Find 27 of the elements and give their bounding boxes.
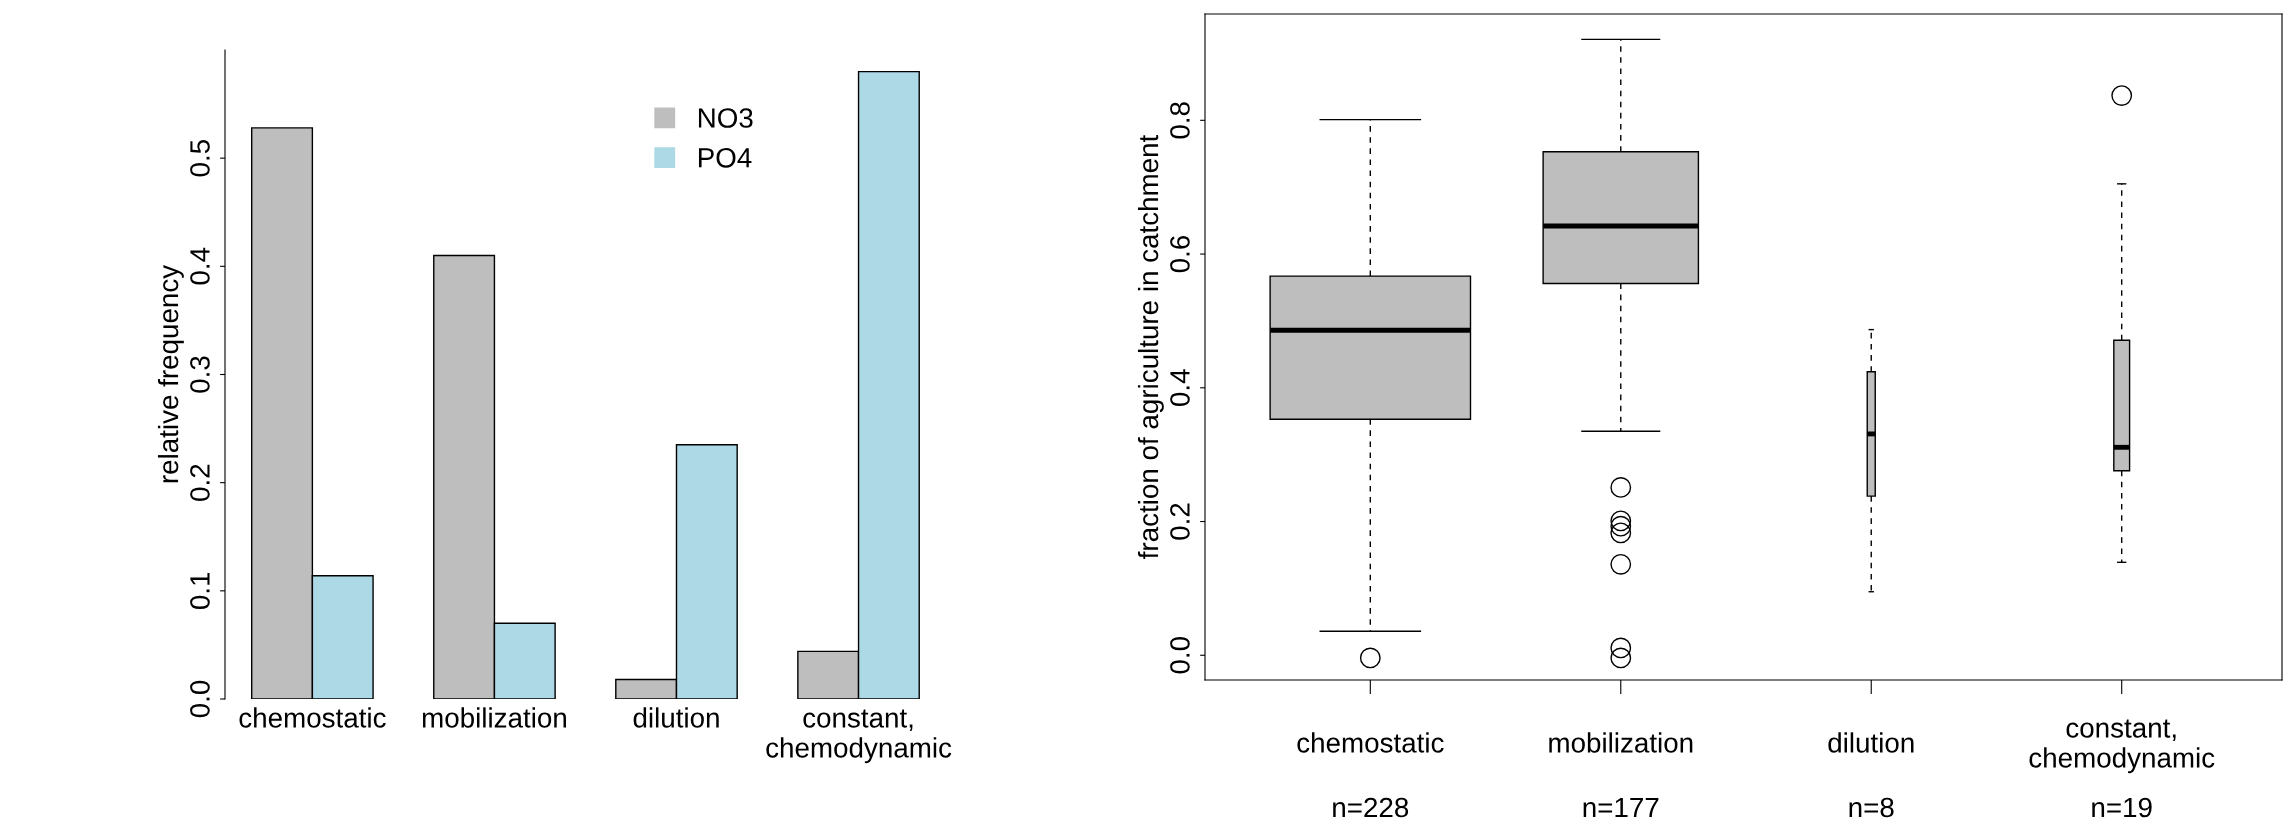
y-axis-title: relative frequency [157,264,184,483]
y-tick-label: 0.4 [1170,369,1190,407]
legend-label: PO4 [698,147,752,168]
legend-label: NO3 [698,108,753,128]
x-tick-label: mobilization [422,707,566,728]
y-tick-label: 0.2 [1170,503,1190,540]
text: n=177 [1583,797,1659,818]
x-tick-label: chemostatic [1297,732,1444,753]
y-tick-label: 0.8 [1170,102,1190,139]
y-tick-label: 0.4 [190,247,210,285]
x-tick-label: constant, chemodynamic [766,709,952,764]
y-tick-label: 0.5 [190,140,210,177]
y-tick-label: 0.2 [190,464,210,501]
text: n=228 [1333,797,1409,818]
y-tick-label: 0.0 [190,680,210,718]
y-tick-label: 0.3 [190,356,210,393]
x-tick-label: constant, chemodynamic [2029,719,2215,774]
y-axis-title: fraction of agriculture in catchment [1137,134,1164,559]
x-tick-label: mobilization [1549,732,1693,753]
x-tick-label: dilution [1828,732,1914,753]
y-tick-label: 0.1 [190,572,210,610]
x-tick-label: chemostatic [239,707,386,728]
x-tick-label: dilution [633,707,719,728]
text: n=19 [2092,797,2152,818]
y-tick-label: 0.0 [1170,637,1190,674]
y-tick-label: 0.6 [1170,235,1190,273]
text: n=8 [1849,797,1894,818]
